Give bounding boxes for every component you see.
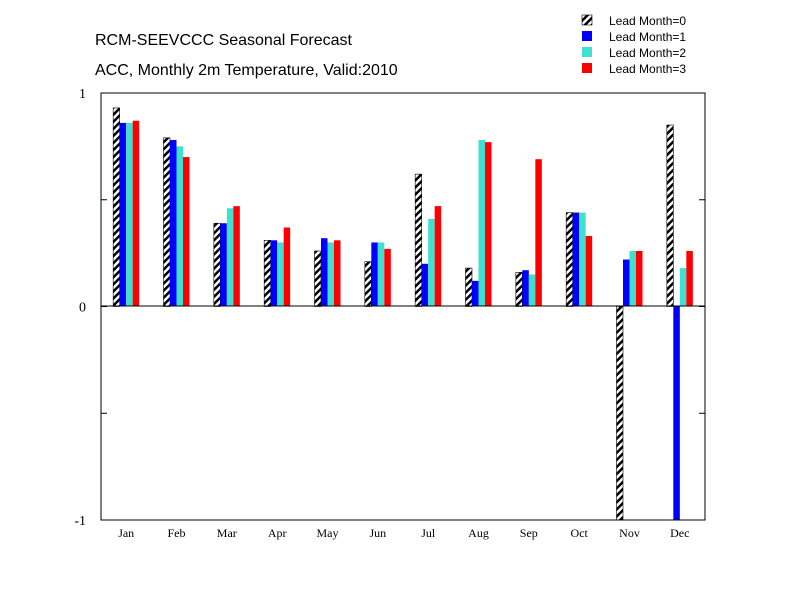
bar-dec-series-3 [686,250,693,307]
bar-oct-series-3 [585,236,593,307]
bar-sep-series-1 [522,270,529,307]
x-tick-label: Jan [118,526,134,540]
bar-aug-series-3 [485,142,492,307]
bar-feb-series-3 [183,157,190,307]
bar-oct-series-2 [579,212,586,307]
bar-may-series-1 [321,238,328,307]
bar-aug-series-0 [465,267,473,307]
bar-nov-series-0 [616,306,624,521]
x-tick-label: May [317,526,339,540]
y-axis: 1 0 -1 [74,87,705,529]
bar-sep-series-3 [535,159,542,307]
bar-jan-series-1 [119,122,127,307]
x-tick-label: Oct [571,526,589,540]
x-tick-label: Jul [421,526,436,540]
bar-mar-series-3 [233,206,240,307]
bar-feb-series-1 [170,139,177,307]
legend-swatch [582,47,592,57]
x-tick-label: Sep [520,526,538,540]
bar-oct-series-1 [572,212,580,307]
bar-mar-series-1 [220,223,227,307]
bar-jul-series-1 [421,263,429,307]
legend: Lead Month=0 Lead Month=1 Lead Month=2 Lead… [581,14,686,76]
bar-dec-series-0 [666,124,674,307]
bar-jan-series-2 [126,122,133,307]
legend-swatch [582,63,592,73]
bar-dec-series-2 [679,268,687,307]
bar-dec-series-1 [673,306,680,520]
x-tick-label: Mar [217,526,237,540]
bar-feb-series-2 [176,146,183,307]
x-tick-label: Feb [168,526,186,540]
bar-aug-series-2 [478,139,485,307]
x-tick-label: Aug [468,526,489,540]
chart-title: RCM-SEEVCCC Seasonal Forecast [95,32,353,49]
bar-jun-series-1 [371,242,378,307]
bar-apr-series-1 [270,240,278,307]
bar-jun-series-0 [364,261,372,307]
bar-nov-series-2 [629,250,636,307]
bar-feb-series-0 [163,137,171,307]
bar-apr-series-2 [277,242,284,307]
x-tick-label: Dec [670,526,689,540]
bar-sep-series-0 [515,272,523,307]
x-tick-label: Nov [619,526,640,540]
y-tick-label: -1 [74,514,86,529]
bar-may-series-3 [334,240,341,307]
legend-label: Lead Month=3 [609,62,686,76]
bars [112,107,693,521]
bar-jul-series-2 [428,218,435,307]
bar-may-series-0 [314,250,322,307]
legend-label: Lead Month=1 [609,30,686,44]
bar-nov-series-3 [636,250,643,307]
y-tick-label: 1 [79,87,86,102]
bar-oct-series-0 [565,212,573,307]
bar-mar-series-2 [226,208,234,307]
bar-aug-series-1 [472,280,479,307]
x-tick-label: Apr [268,526,287,540]
bar-jun-series-2 [377,242,385,307]
x-axis: Jan Feb Mar Apr May Jun Jul Aug Sep Oct Nov Dec [118,526,689,540]
bar-may-series-2 [327,242,334,307]
bar-mar-series-0 [213,222,221,307]
bar-jan-series-0 [112,107,120,307]
chart-subtitle: ACC, Monthly 2m Temperature, Valid:2010 [95,62,398,79]
legend-swatch [582,31,592,41]
y-tick-label: 0 [79,301,86,316]
bar-jul-series-0 [414,173,422,307]
bar-jan-series-3 [132,120,140,307]
legend-label: Lead Month=0 [609,14,686,28]
bar-sep-series-2 [528,274,536,307]
bar-jun-series-3 [384,248,391,307]
legend-label: Lead Month=2 [609,46,686,60]
bar-jul-series-3 [434,206,442,307]
bar-apr-series-3 [283,227,291,307]
bar-apr-series-0 [263,240,271,307]
legend-swatch [581,14,593,26]
bar-nov-series-1 [623,259,630,307]
x-tick-label: Jun [369,526,386,540]
